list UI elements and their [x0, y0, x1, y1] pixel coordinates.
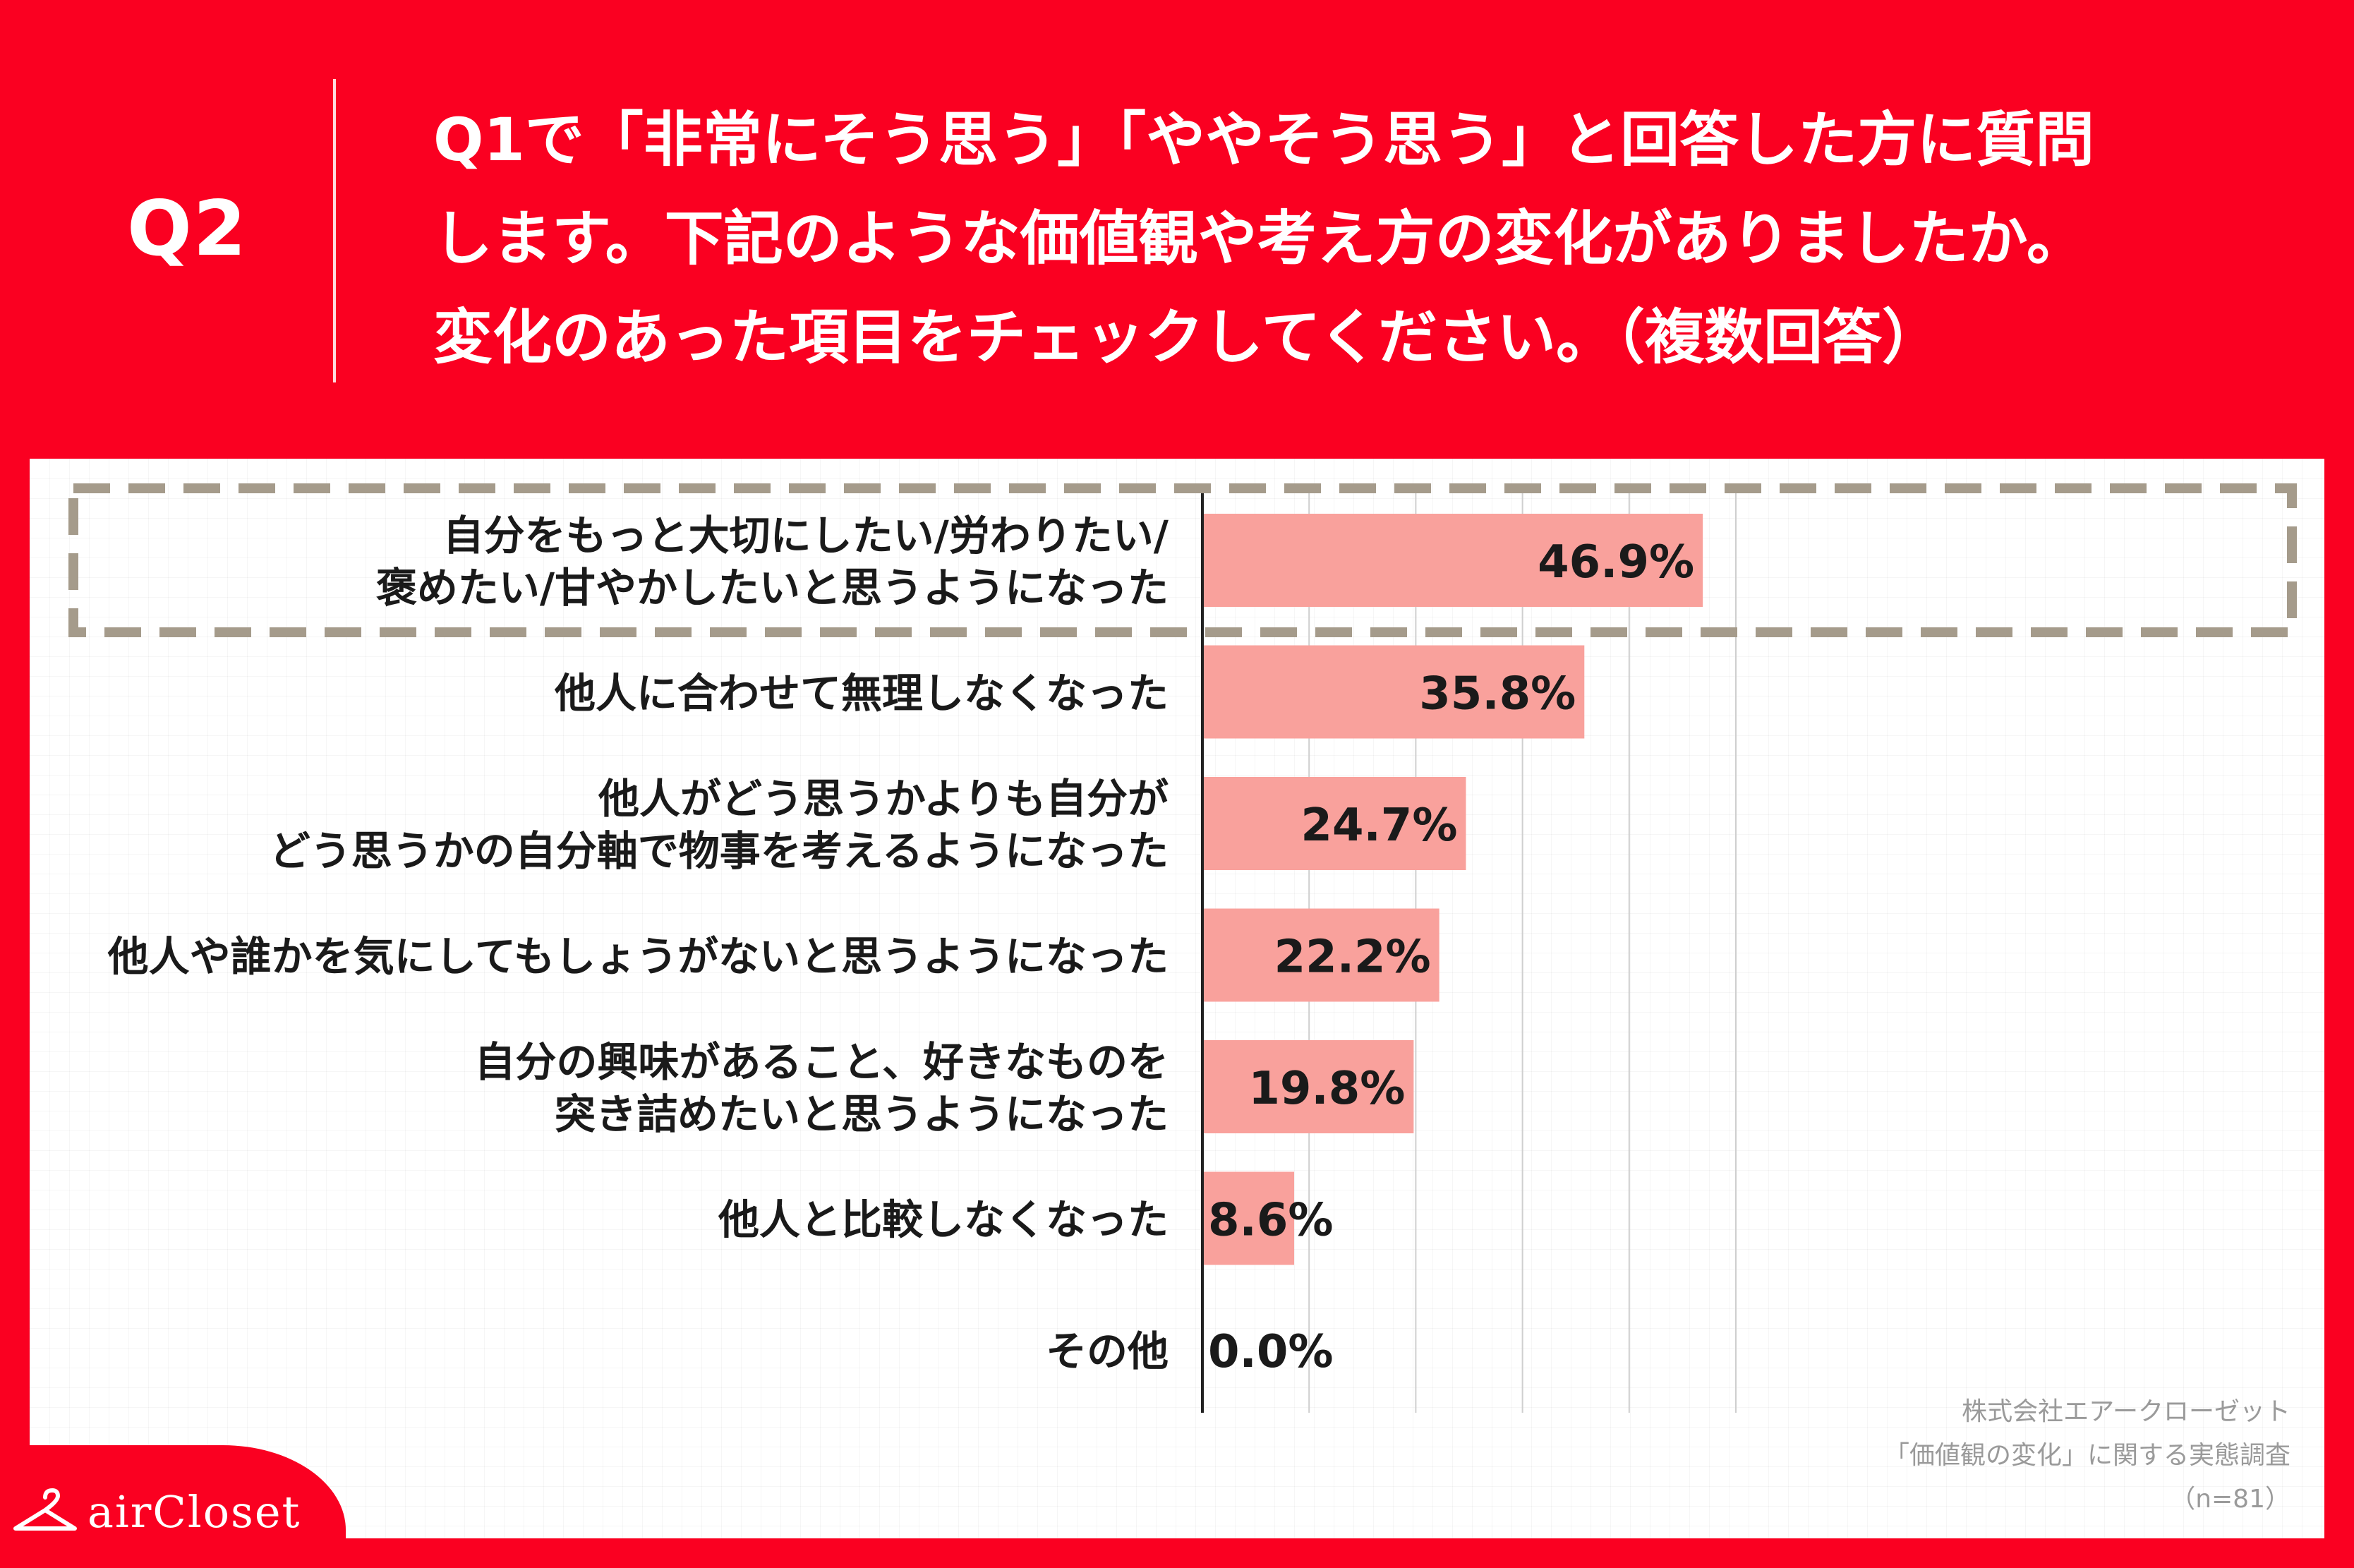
category-label: その他: [1046, 1327, 1169, 1375]
bar: [1202, 777, 1466, 870]
header-divider: [333, 79, 336, 382]
highlight-box: [68, 483, 2297, 637]
brand-logo: airCloset: [0, 1445, 346, 1568]
bar: [1202, 514, 1703, 607]
category-label: 他人や誰かを気にしてもしょうがないと思うようになった: [107, 933, 1169, 981]
category-label: 他人に合わせて無理しなくなった: [554, 670, 1169, 718]
question-line: Q1で「非常にそう思う」「ややそう思う」と回答した方に質問: [433, 105, 2095, 174]
category-label: 突き詰めたいと思うようになった: [555, 1090, 1169, 1138]
logo-wordmark: airCloset: [87, 1486, 301, 1538]
value-label: 22.2%: [1274, 931, 1431, 984]
question-number: Q2: [127, 185, 248, 273]
bar: [1202, 1171, 1295, 1265]
value-label: 24.7%: [1300, 800, 1457, 852]
header-banner: Q2 Q1で「非常にそう思う」「ややそう思う」と回答した方に質問 します。下記の…: [0, 0, 2354, 459]
bar: [1202, 645, 1585, 739]
value-label: 0.0%: [1208, 1326, 1334, 1378]
question-text: Q1で「非常にそう思う」「ややそう思う」と回答した方に質問 します。下記のような…: [433, 90, 2296, 387]
source-line: 株式会社エアークローゼット: [1962, 1397, 2290, 1426]
category-label: 自分をもっと大切にしたい/労わりたい/: [443, 512, 1169, 560]
source-note: 株式会社エアークローゼット 「価値観の変化」に関する実態調査 （n=81）: [1884, 1390, 2290, 1521]
question-line: します。下記のような価値観や考え方の変化がありましたか。: [433, 204, 2086, 273]
value-label: 35.8%: [1419, 668, 1576, 720]
bar-chart: 46.9% 自分をもっと大切にしたい/労わりたい/褒めたい/甘やかしたいと思うよう…: [68, 483, 2297, 1413]
source-line: 「価値観の変化」に関する実態調査: [1883, 1441, 2290, 1470]
category-label: 他人がどう思うかよりも自分が: [598, 775, 1169, 823]
bar: [1202, 1040, 1414, 1133]
value-label: 46.9%: [1538, 536, 1694, 589]
bar: [1202, 908, 1439, 1002]
category-label: 他人と比較しなくなった: [718, 1196, 1169, 1244]
question-line: 変化のあった項目をチェックしてください。（複数回答）: [433, 303, 1941, 372]
value-label: 19.8%: [1248, 1063, 1405, 1115]
chart-panel: 46.9% 自分をもっと大切にしたい/労わりたい/褒めたい/甘やかしたいと思うよう…: [30, 459, 2324, 1538]
category-label: 自分の興味があること、好きなものを: [474, 1038, 1169, 1086]
value-label: 8.6%: [1208, 1195, 1334, 1247]
hanger-icon: [13, 1488, 77, 1531]
category-label: 褒めたい/甘やかしたいと思うようになった: [376, 564, 1169, 612]
source-line: （n=81）: [2170, 1485, 2290, 1514]
category-label: どう思うかの自分軸で物事を考えるようになった: [270, 827, 1169, 875]
